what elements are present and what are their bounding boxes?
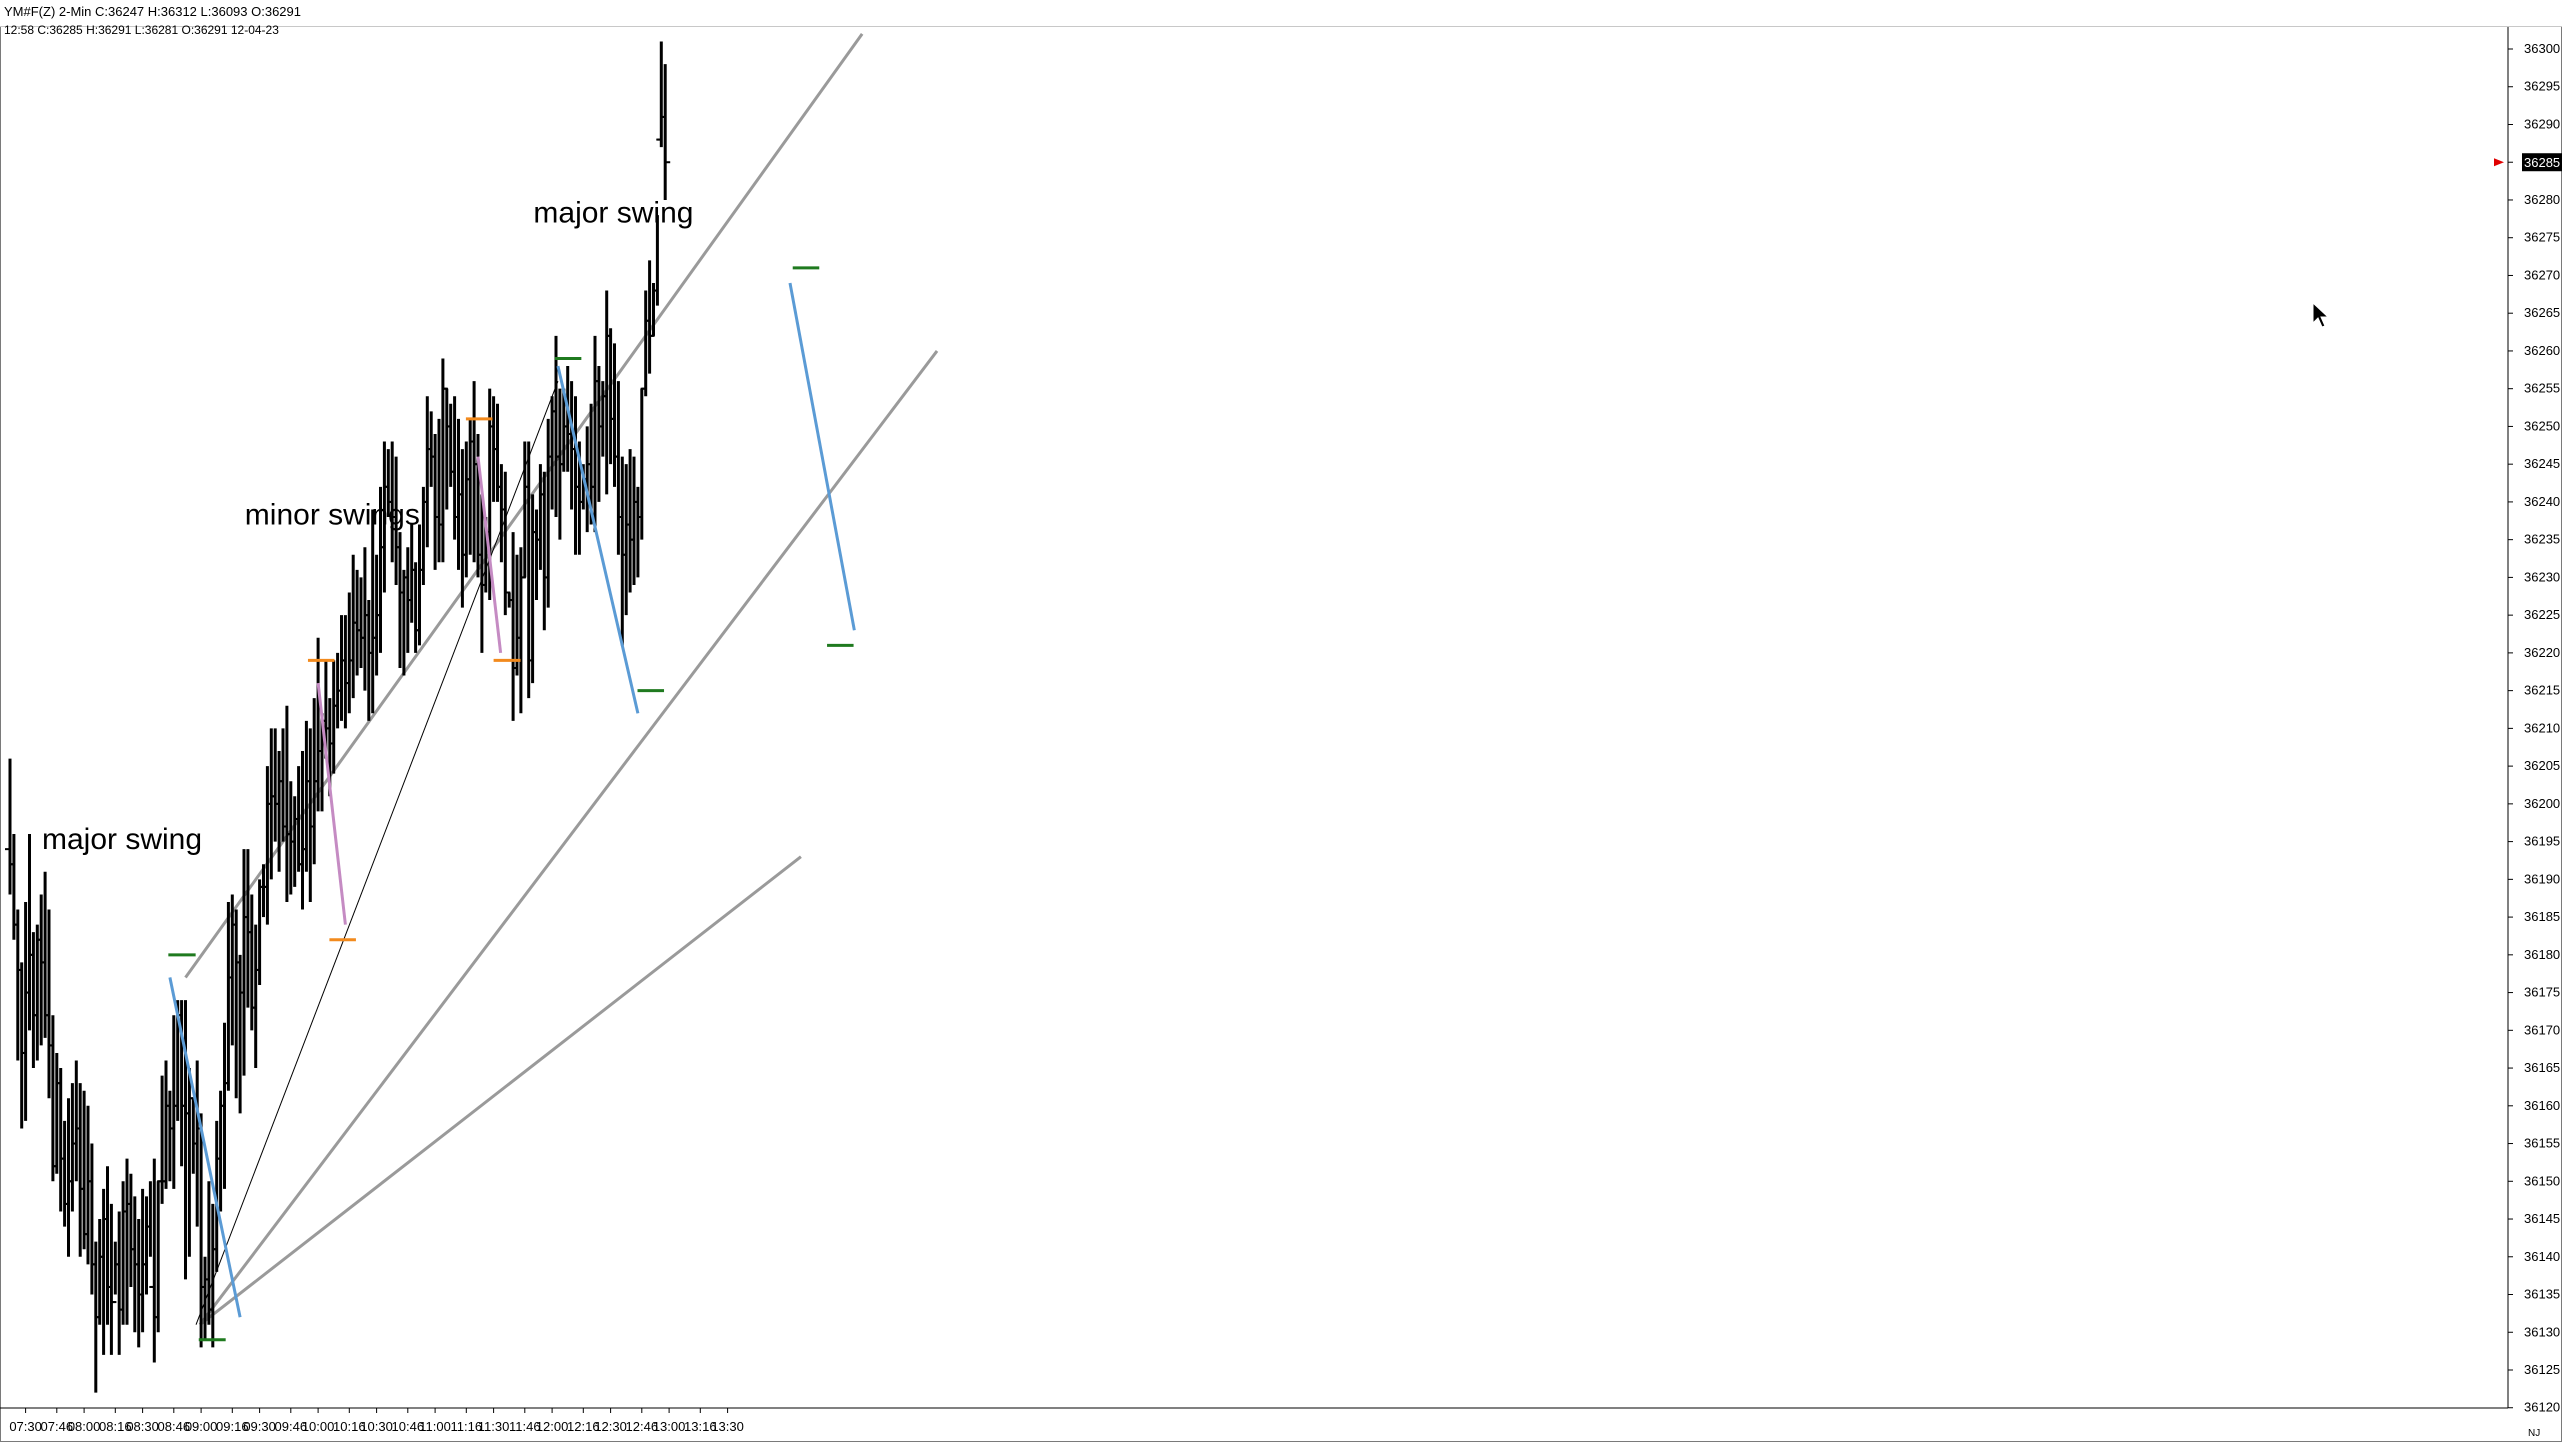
last-bar-info: 12:58 C:36285 H:36291 L:36281 O:36291 12… xyxy=(4,23,279,37)
price-tick-label: 36240 xyxy=(2524,494,2560,509)
price-tick-label: 36135 xyxy=(2524,1287,2560,1302)
price-tick-label: 36250 xyxy=(2524,418,2560,433)
price-tick-label: 36280 xyxy=(2524,192,2560,207)
price-tick-label: 36125 xyxy=(2524,1362,2560,1377)
price-tick-label: 36150 xyxy=(2524,1173,2560,1188)
chart-title-bar: YM#F(Z) 2-Min C:36247 H:36312 L:36093 O:… xyxy=(0,0,2562,27)
price-tick-label: 36275 xyxy=(2524,230,2560,245)
price-tick-label: 36140 xyxy=(2524,1249,2560,1264)
time-tick-label: 10:46 xyxy=(392,1419,425,1434)
price-tick-label: 36270 xyxy=(2524,267,2560,282)
price-tick-label: 36230 xyxy=(2524,569,2560,584)
price-tick-label: 36300 xyxy=(2524,41,2560,56)
price-tick-label: 36200 xyxy=(2524,796,2560,811)
mouse-cursor-icon xyxy=(2312,302,2330,328)
purple-trend-line xyxy=(316,682,347,925)
trend-lines xyxy=(168,282,856,1318)
time-tick-label: 12:46 xyxy=(626,1419,659,1434)
price-tick-label: 36295 xyxy=(2524,79,2560,94)
time-tick-label: 12:16 xyxy=(567,1419,600,1434)
price-tick-label: 36175 xyxy=(2524,985,2560,1000)
price-tick-label: 36205 xyxy=(2524,758,2560,773)
channel-line xyxy=(198,350,939,1326)
time-tick-label: 11:46 xyxy=(509,1419,541,1434)
blue-trend-line xyxy=(788,282,856,631)
price-tick-label: 36120 xyxy=(2524,1400,2560,1415)
price-tick-label: 36235 xyxy=(2524,532,2560,547)
price-tick-label: 36165 xyxy=(2524,1060,2560,1075)
price-tick-label: 36160 xyxy=(2524,1098,2560,1113)
time-tick-label: 10:16 xyxy=(333,1419,366,1434)
price-tick-label: 36190 xyxy=(2524,871,2560,886)
price-tick-label: 36180 xyxy=(2524,947,2560,962)
time-axis[interactable]: 07:3007:4608:0008:1608:3008:4609:0009:16… xyxy=(0,1407,2540,1439)
time-tick-label: 11:30 xyxy=(478,1419,510,1434)
time-tick-label: 08:00 xyxy=(68,1419,101,1434)
channel-line xyxy=(199,855,802,1326)
ohlc-bar xyxy=(660,64,671,200)
price-tick-label: 36260 xyxy=(2524,343,2560,358)
ohlc-bar xyxy=(636,387,647,540)
price-tick-label: 36290 xyxy=(2524,116,2560,131)
price-tick-label: 36210 xyxy=(2524,720,2560,735)
price-arrow-icon xyxy=(2494,158,2504,167)
time-tick-label: 08:30 xyxy=(126,1419,159,1434)
time-tick-label: 08:16 xyxy=(99,1419,132,1434)
swing-annotation: major swing xyxy=(42,823,202,856)
price-tick-label: 36245 xyxy=(2524,456,2560,471)
time-tick-label: 09:16 xyxy=(216,1419,249,1434)
time-tick-label: 07:46 xyxy=(41,1419,74,1434)
time-tick-label: 12:00 xyxy=(536,1419,569,1434)
price-tick-label: 36145 xyxy=(2524,1211,2560,1226)
price-axis[interactable]: 36300 36295 36290 36285 36280 36275 36270 36265… xyxy=(2494,27,2562,1415)
time-tick-label: 07:30 xyxy=(9,1419,42,1434)
price-tick-label: 36225 xyxy=(2524,607,2560,622)
connector-line xyxy=(195,380,559,1325)
time-tick-label: 09:46 xyxy=(275,1419,308,1434)
time-tick-label: 12:30 xyxy=(594,1419,627,1434)
price-tick-label: 36195 xyxy=(2524,834,2560,849)
time-tick-label: 13:30 xyxy=(711,1419,744,1434)
price-tick-label: 36130 xyxy=(2524,1324,2560,1339)
price-tick-label: 36220 xyxy=(2524,645,2560,660)
blue-trend-line xyxy=(556,365,640,714)
time-tick-label: 11:16 xyxy=(451,1419,483,1434)
swing-marks xyxy=(168,266,854,1342)
swing-annotation: major swing xyxy=(533,197,693,230)
time-tick-label: 13:16 xyxy=(684,1419,717,1434)
time-tick-label: 09:00 xyxy=(185,1419,218,1434)
swing-connector-line xyxy=(195,380,559,1325)
time-tick-label: 11:00 xyxy=(419,1419,451,1434)
time-tick-label: 09:30 xyxy=(243,1419,276,1434)
time-tick-label: 10:30 xyxy=(360,1419,393,1434)
ohlc-bars xyxy=(5,41,671,1393)
purple-trend-line xyxy=(476,456,503,654)
price-tick-label: 36155 xyxy=(2524,1136,2560,1151)
chart-annotations: major swing minor swings major swing xyxy=(42,197,693,857)
swing-annotation: minor swings xyxy=(245,499,420,532)
symbol-ohlc-header: YM#F(Z) 2-Min C:36247 H:36312 L:36093 O:… xyxy=(4,4,302,19)
current-price-label: 36285 xyxy=(2524,155,2560,170)
time-tick-label: 13:00 xyxy=(653,1419,686,1434)
price-tick-label: 36185 xyxy=(2524,909,2560,924)
price-tick-label: 36170 xyxy=(2524,1022,2560,1037)
price-tick-label: 36215 xyxy=(2524,683,2560,698)
time-tick-label: 08:46 xyxy=(158,1419,191,1434)
price-tick-label: 36255 xyxy=(2524,381,2560,396)
price-tick-label: 36265 xyxy=(2524,305,2560,320)
corner-label: NJ xyxy=(2528,1428,2540,1439)
blue-trend-line xyxy=(168,977,242,1318)
current-price-box xyxy=(2522,153,2562,172)
time-tick-label: 10:00 xyxy=(302,1419,335,1434)
